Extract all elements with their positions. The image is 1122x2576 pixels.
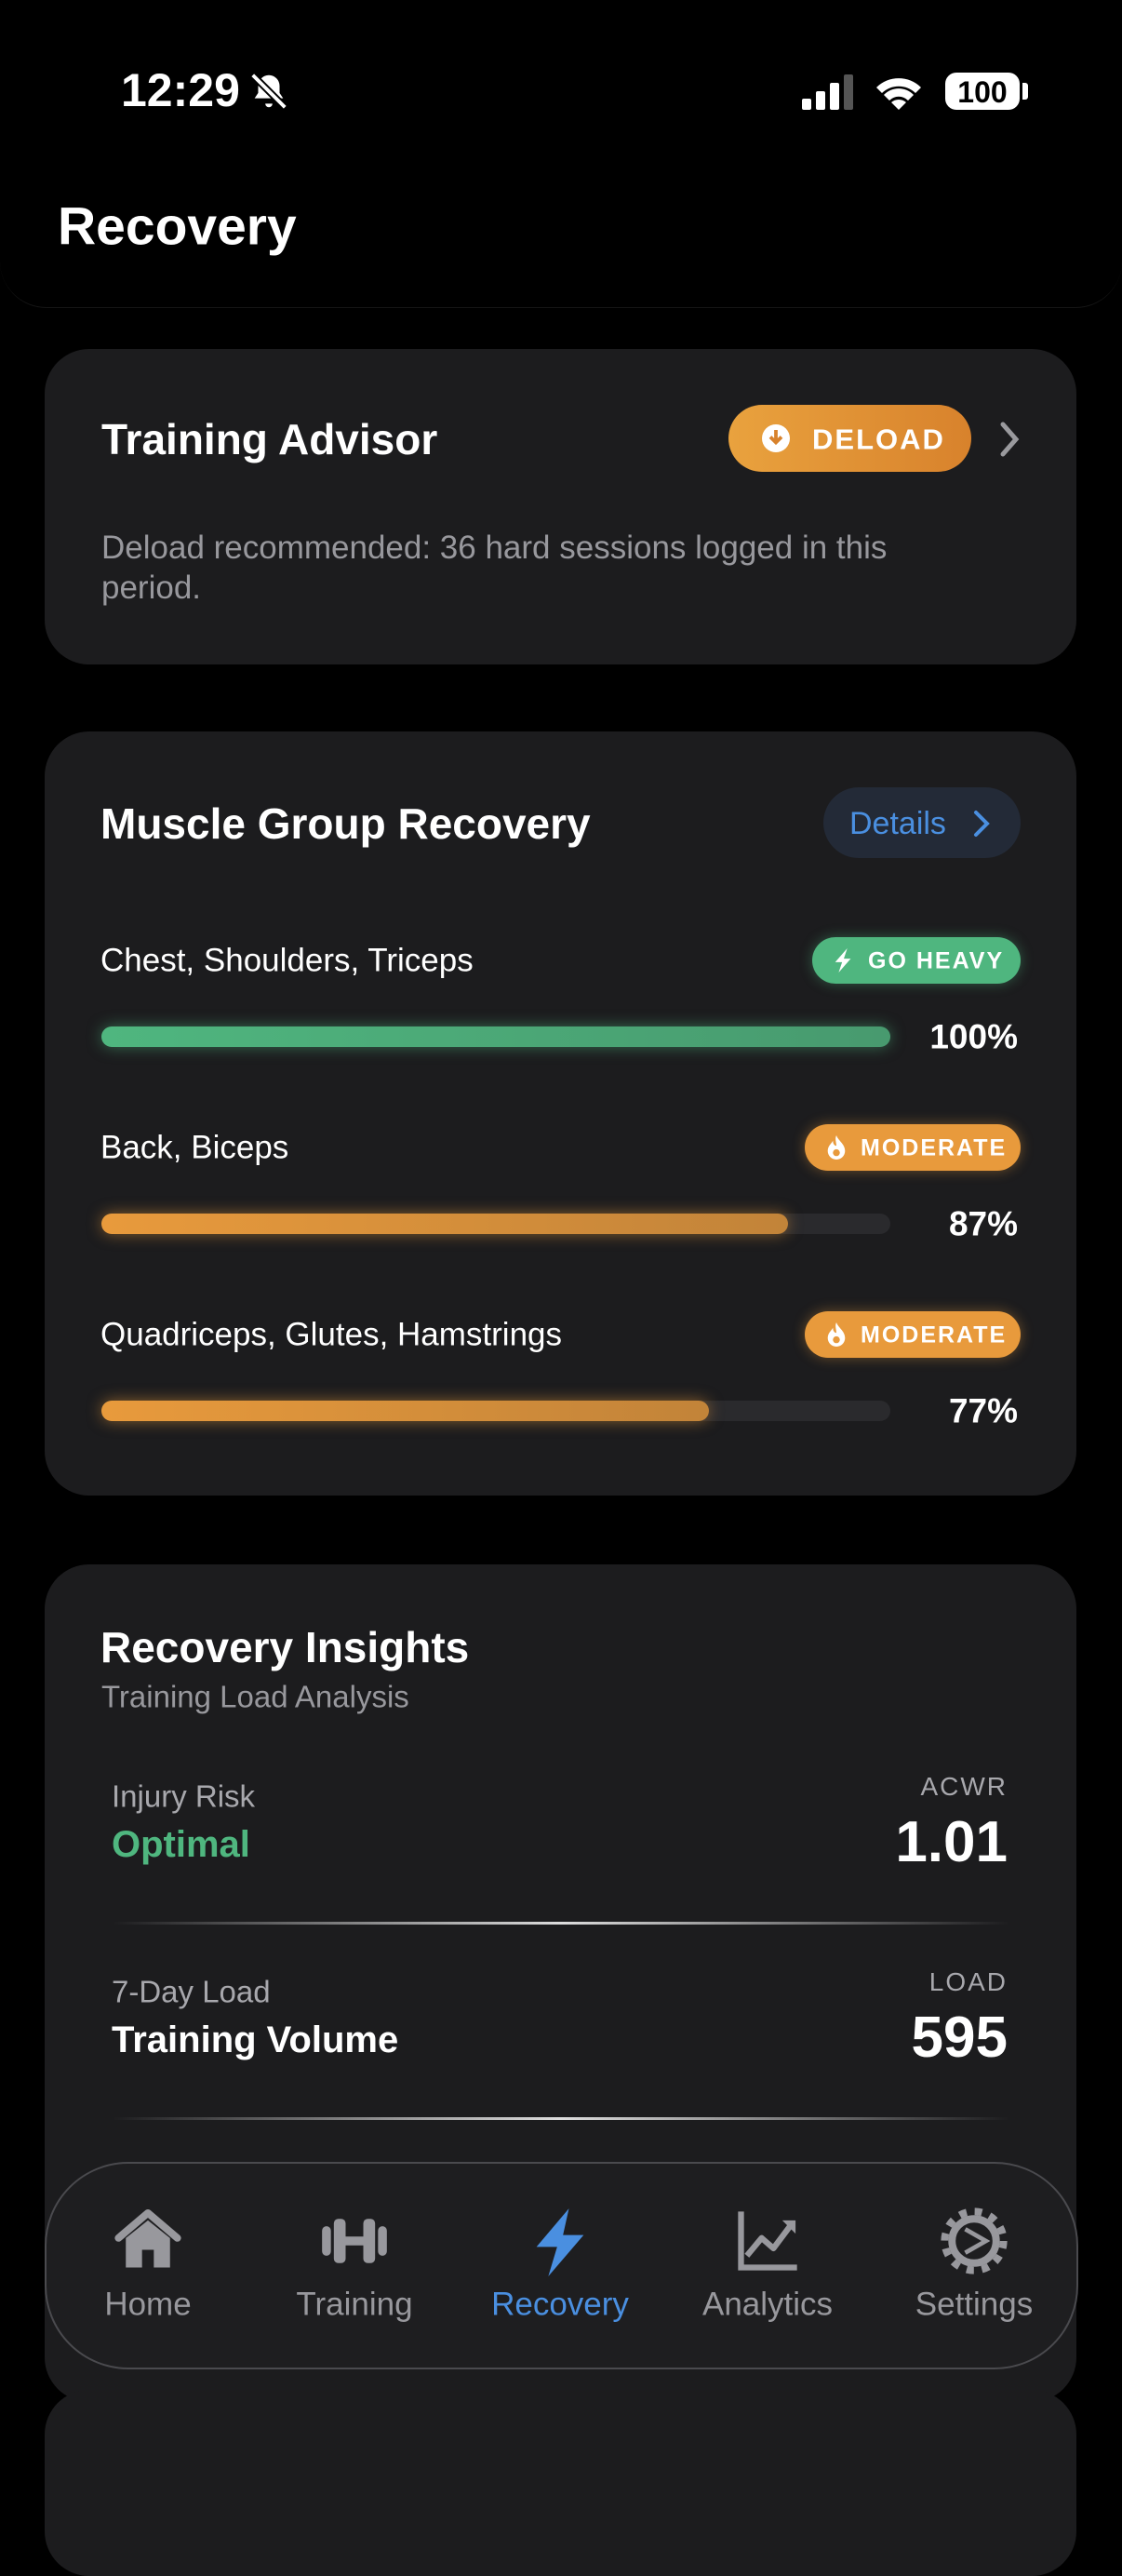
advisor-chevron[interactable] <box>997 421 1023 458</box>
tab-label: Analytics <box>701 2286 834 2323</box>
tab-label: Training <box>296 2286 413 2323</box>
divider <box>112 2117 1010 2120</box>
insight-label: Injury Risk <box>112 1778 256 1814</box>
group-name: Back, Biceps <box>100 1129 289 1166</box>
insight-value: 1.01 <box>895 1810 1008 1874</box>
deload-icon <box>762 424 790 452</box>
tab-icon <box>536 2208 584 2276</box>
recovery-percent: 100% <box>929 1017 1018 1056</box>
deload-badge[interactable]: DELOAD <box>728 405 971 472</box>
details-label: Details <box>849 806 946 841</box>
muscle-title: Muscle Group Recovery <box>100 799 591 848</box>
tab-label: Recovery <box>491 2286 629 2323</box>
recovery-bar <box>101 1214 788 1234</box>
group-name: Quadriceps, Glutes, Hamstrings <box>100 1316 563 1353</box>
status-badge: GO HEAVY <box>812 937 1021 984</box>
silent-icon <box>250 73 287 110</box>
bolt-icon <box>835 948 851 973</box>
insight-status: Optimal <box>112 1824 250 1865</box>
battery-level: 100 <box>957 75 1008 109</box>
deload-label: DELOAD <box>812 423 945 456</box>
tab-item[interactable]: Settings <box>881 2178 1067 2350</box>
tab-bar <box>45 2162 1078 2369</box>
advisor-card[interactable] <box>45 349 1076 664</box>
status-label: MODERATE <box>861 1134 1008 1161</box>
recovery-bar <box>101 1026 890 1047</box>
status-label: MODERATE <box>861 1322 1008 1348</box>
wifi-icon <box>876 78 921 110</box>
insight-metric: ACWR <box>920 1772 1008 1801</box>
battery: 100 <box>945 73 1020 110</box>
insight-metric: LOAD <box>928 1967 1008 1996</box>
tab-icon <box>738 2211 797 2271</box>
recovery-percent: 77% <box>948 1391 1018 1430</box>
insights-title: Recovery Insights <box>100 1623 470 1671</box>
advisor-title: Training Advisor <box>101 415 438 463</box>
insights-subtitle: Training Load Analysis <box>101 1679 409 1714</box>
recovery-bar <box>101 1401 709 1421</box>
flame-icon <box>827 1322 846 1347</box>
next-card <box>45 2390 1076 2576</box>
group-name: Chest, Shoulders, Triceps <box>100 942 474 979</box>
signal-icon <box>802 74 853 110</box>
tab-icon <box>322 2219 387 2263</box>
divider <box>112 1922 1010 1925</box>
muscle-card <box>45 731 1076 1496</box>
details-button[interactable]: Details <box>823 787 1021 858</box>
insight-status: Training Volume <box>112 2019 399 2060</box>
tab-item[interactable]: Training <box>261 2178 447 2350</box>
tab-label: Settings <box>915 2286 1034 2323</box>
insight-value: 595 <box>911 2006 1008 2070</box>
advisor-message: Deload recommended: 36 hard sessions log… <box>101 530 888 606</box>
header <box>0 0 1122 308</box>
tab-icon <box>941 2207 1008 2274</box>
insight-label: 7-Day Load <box>112 1974 271 2009</box>
tab-item[interactable]: Analytics <box>675 2178 861 2350</box>
recovery-percent: 87% <box>948 1204 1018 1243</box>
tab-item[interactable]: Recovery <box>467 2178 653 2350</box>
flame-icon <box>827 1135 846 1160</box>
tab-icon <box>114 2208 181 2268</box>
page-title: Recovery <box>58 196 297 257</box>
status-time: 12:29 <box>121 64 240 116</box>
battery-tip <box>1022 83 1028 100</box>
tab-label: Home <box>104 2286 192 2323</box>
status-label: GO HEAVY <box>868 947 1005 974</box>
tab-item[interactable]: Home <box>55 2178 241 2350</box>
status-badge: MODERATE <box>805 1124 1021 1171</box>
status-badge: MODERATE <box>805 1311 1021 1358</box>
details-chevron <box>974 811 990 837</box>
